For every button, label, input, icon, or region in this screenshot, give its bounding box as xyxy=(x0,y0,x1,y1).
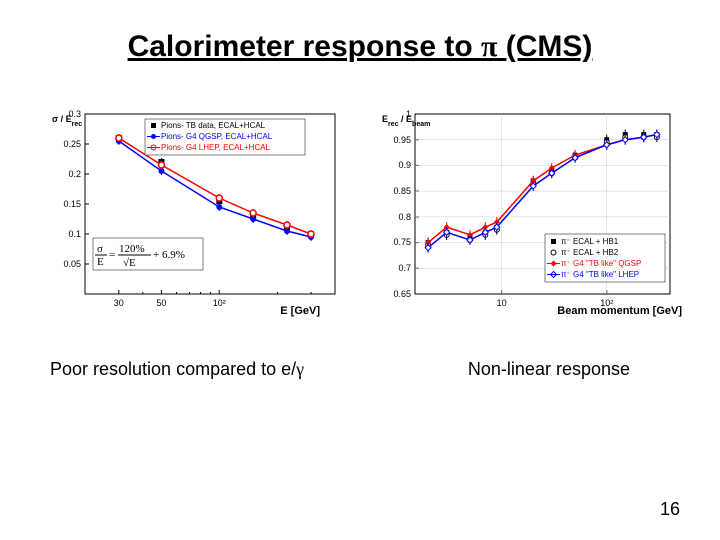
xtick: 10 xyxy=(497,298,507,308)
ytick: 0.8 xyxy=(398,212,411,222)
svg-text:E: E xyxy=(97,256,104,268)
legend-item: π⁻ ECAL + HB1 xyxy=(561,237,619,246)
ytick: 0.7 xyxy=(398,263,411,273)
svg-text:+ 6.9%: + 6.9% xyxy=(153,249,185,261)
slide-title: Calorimeter response to π (CMS) xyxy=(40,30,680,64)
ytick: 0.85 xyxy=(393,186,411,196)
caption-gamma: γ xyxy=(296,359,304,379)
svg-text:120%: 120% xyxy=(119,243,145,255)
ytick: 0.75 xyxy=(393,237,411,247)
left-xlabel: E [GeV] xyxy=(280,305,320,317)
right-caption: Non-linear response xyxy=(468,359,630,380)
right-chart: 0.65 0.7 0.75 0.8 0.85 0.9 0.95 1 xyxy=(370,104,690,329)
legend-item: π⁻ G4 "TB like" QGSP xyxy=(561,259,641,268)
left-chart-svg: 0.05 0.1 0.15 0.2 0.25 0.3 30 50 xyxy=(40,104,350,324)
right-chart-svg: 0.65 0.7 0.75 0.8 0.85 0.9 0.95 1 xyxy=(370,104,690,324)
title-text-2: (CMS) xyxy=(497,30,592,63)
ytick: 0.15 xyxy=(63,199,81,209)
right-legend: π⁻ ECAL + HB1 π⁻ ECAL + HB2 π⁻ G4 "TB li… xyxy=(545,234,665,282)
svg-text:σ: σ xyxy=(97,243,103,255)
title-text-1: Calorimeter response to xyxy=(128,30,481,63)
page-number: 16 xyxy=(660,499,680,520)
ytick: 0.25 xyxy=(63,139,81,149)
charts-row: 0.05 0.1 0.15 0.2 0.25 0.3 30 50 xyxy=(40,104,680,329)
legend-item: Pions- G4 QGSP, ECAL+HCAL xyxy=(161,132,273,141)
right-xlabel: Beam momentum [GeV] xyxy=(557,305,682,317)
title-pi: π xyxy=(481,30,497,63)
left-legend: Pions- TB data, ECAL+HCAL Pions- G4 QGSP… xyxy=(145,119,305,155)
left-chart: 0.05 0.1 0.15 0.2 0.25 0.3 30 50 xyxy=(40,104,350,329)
left-formula: σ E = 120% √E + 6.9% xyxy=(93,238,203,270)
ytick: 0.9 xyxy=(398,160,411,170)
legend-item: Pions- G4 LHEP, ECAL+HCAL xyxy=(161,143,271,152)
legend-item: Pions- TB data, ECAL+HCAL xyxy=(161,121,266,130)
ytick: 0.05 xyxy=(63,259,81,269)
ytick: 0.1 xyxy=(68,229,81,239)
slide-container: Calorimeter response to π (CMS) 0.05 0.1… xyxy=(0,0,720,540)
ytick: 0.95 xyxy=(393,135,411,145)
captions: Poor resolution compared to e/γ Non-line… xyxy=(40,359,680,380)
legend-item: π⁻ ECAL + HB2 xyxy=(561,248,619,257)
svg-text:=: = xyxy=(109,249,115,261)
ytick: 0.65 xyxy=(393,289,411,299)
xtick: 10² xyxy=(213,298,226,308)
legend-item: π⁻ G4 "TB like" LHEP xyxy=(561,270,639,279)
xtick: 30 xyxy=(114,298,124,308)
left-caption: Poor resolution compared to e/γ xyxy=(50,359,304,380)
ytick: 0.2 xyxy=(68,169,81,179)
caption-text: Poor resolution compared to e/ xyxy=(50,359,296,379)
xtick: 50 xyxy=(156,298,166,308)
svg-text:√E: √E xyxy=(123,257,136,269)
